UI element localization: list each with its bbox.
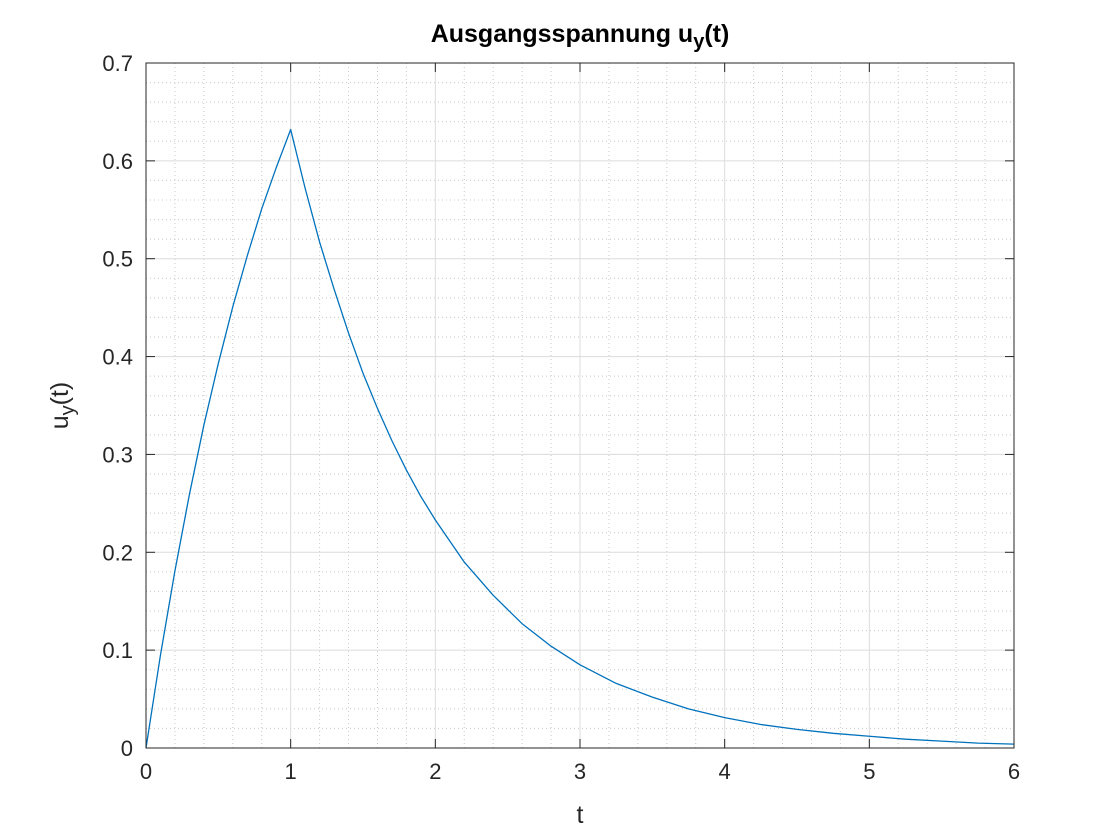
x-tick-label: 6: [1008, 759, 1020, 784]
y-tick-label: 0.3: [102, 442, 133, 467]
y-tick-label: 0.6: [102, 149, 133, 174]
x-tick-labels: 0 1 2 3 4 5 6: [140, 759, 1020, 784]
y-tick-label: 0.7: [102, 51, 133, 76]
series-line-0: [145, 128, 1015, 749]
tick-marks: [145, 62, 1015, 749]
x-tick-label: 4: [719, 759, 731, 784]
series-layer: [145, 128, 1015, 749]
y-axis-label-suffix: (t): [46, 382, 74, 406]
y-tick-label: 0.1: [102, 638, 133, 663]
y-tick-label: 0.4: [102, 345, 133, 370]
y-axis-label-main: u: [46, 415, 74, 429]
x-tick-label: 3: [574, 759, 586, 784]
y-tick-label: 0.2: [102, 540, 133, 565]
x-tick-label: 2: [429, 759, 441, 784]
y-tick-label: 0.5: [102, 247, 133, 272]
y-axis-label: uy(t): [46, 382, 79, 430]
chart-title-main: Ausgangsspannung u: [431, 20, 694, 48]
chart-title: Ausgangsspannung uy(t): [431, 20, 730, 53]
y-tick-label: 0: [121, 736, 133, 761]
x-axis-label: t: [577, 801, 584, 829]
y-axis-label-subscript: y: [57, 405, 79, 415]
x-tick-label: 5: [863, 759, 875, 784]
x-tick-label: 0: [140, 759, 152, 784]
x-tick-label: 1: [285, 759, 297, 784]
chart-title-subscript: y: [693, 31, 705, 53]
chart-title-suffix: (t): [704, 20, 729, 48]
y-tick-labels: 0 0.1 0.2 0.3 0.4 0.5 0.6 0.7: [102, 51, 133, 761]
